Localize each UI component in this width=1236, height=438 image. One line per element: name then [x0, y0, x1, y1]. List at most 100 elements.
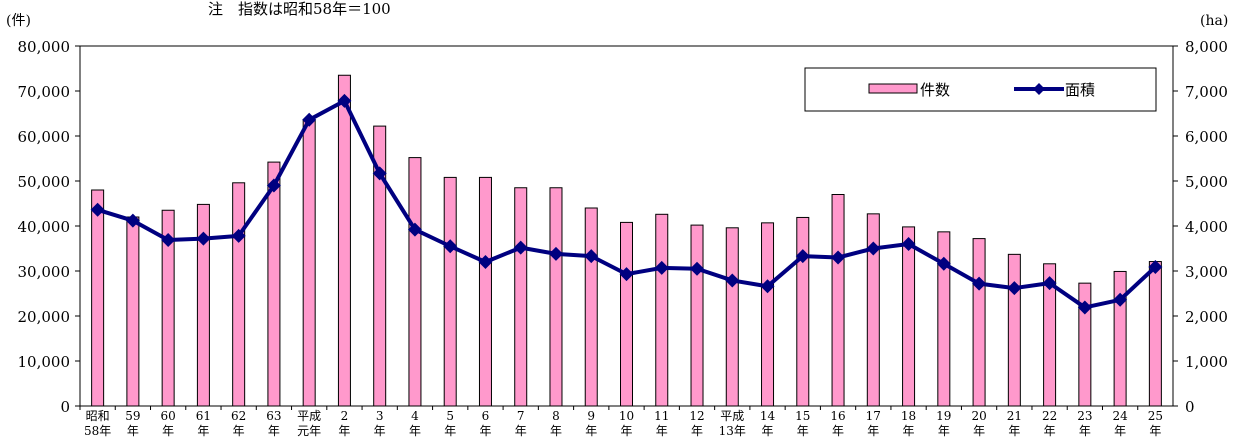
x-axis-label-line1: 60	[161, 409, 176, 423]
bar	[796, 216, 810, 407]
line-point	[654, 260, 669, 275]
bar	[761, 222, 775, 407]
x-axis-label-line2: 年	[444, 424, 456, 438]
x-axis-label-line2: 年	[867, 424, 879, 438]
x-axis-label-line1: 7	[517, 409, 525, 423]
left-axis-unit: (件)	[6, 13, 31, 29]
line-point	[231, 228, 246, 243]
x-axis-label-line2: 年	[1044, 424, 1056, 438]
x-axis-label-line1: 平成	[720, 409, 744, 423]
x-axis-label-line1: 15	[795, 409, 810, 423]
bar	[937, 231, 951, 407]
x-axis-label-line1: 14	[760, 409, 776, 423]
x-axis-label-line2: 年	[162, 424, 174, 438]
bar	[1148, 261, 1162, 407]
bar	[373, 125, 387, 407]
right-axis-tick-label: 4,000	[1185, 218, 1228, 236]
line-point	[478, 255, 493, 269]
x-axis-label-line2: 年	[585, 424, 597, 438]
line-point	[196, 231, 211, 246]
x-axis-label-line2: 年	[762, 424, 774, 438]
x-axis-label-line1: 2	[341, 409, 349, 423]
right-axis-tick-label: 5,000	[1185, 173, 1228, 191]
line-point	[266, 178, 281, 193]
x-axis-label-line1: 62	[231, 409, 246, 423]
x-axis-label-line2: 年	[127, 424, 139, 438]
line-point	[936, 256, 951, 271]
x-axis-label-line1: 10	[619, 409, 634, 423]
line-point	[125, 213, 140, 228]
x-axis-label-line2: 年	[1149, 424, 1161, 438]
x-axis-label-line1: 9	[587, 409, 595, 423]
x-axis-label-line1: 11	[654, 409, 669, 423]
line-point	[1113, 292, 1128, 307]
bar	[549, 187, 563, 407]
legend-bar-swatch	[868, 83, 918, 94]
x-axis-label-line2: 年	[233, 424, 245, 438]
x-axis-label-line1: 昭和	[86, 409, 110, 423]
left-axis-tick-label: 20,000	[18, 308, 71, 326]
x-axis-label-line2: 年	[691, 424, 703, 438]
bar	[267, 161, 281, 407]
line-point	[1148, 259, 1163, 274]
x-axis-label-line1: 61	[196, 409, 211, 423]
x-axis-label-line1: 59	[125, 409, 140, 423]
x-axis-label-line2: 年	[1008, 424, 1020, 438]
bar	[126, 216, 140, 407]
x-axis-label-line1: 23	[1077, 409, 1092, 423]
bar	[443, 176, 457, 407]
legend-line-label: 面積	[1065, 81, 1095, 99]
left-axis-tick-label: 30,000	[18, 263, 71, 281]
bar	[1007, 253, 1021, 407]
x-axis-label-line1: 4	[411, 409, 419, 423]
bar	[337, 74, 351, 407]
x-axis-label-line1: 24	[1112, 409, 1128, 423]
line-point	[972, 276, 987, 291]
line-point	[548, 246, 563, 261]
x-axis-label-line1: 25	[1148, 409, 1163, 423]
left-axis-tick-label: 50,000	[18, 173, 71, 191]
line-point	[690, 261, 705, 276]
bar	[902, 226, 916, 407]
left-axis-tick-label: 40,000	[18, 218, 71, 236]
x-axis-label-line2: 年	[973, 424, 985, 438]
x-axis-label-line1: 平成	[297, 409, 321, 423]
bar	[620, 221, 633, 407]
line-point	[407, 222, 422, 237]
right-axis-tick-label: 6,000	[1185, 128, 1228, 146]
bar	[196, 203, 210, 407]
x-axis-label-line1: 3	[376, 409, 384, 423]
x-axis-label-line1: 16	[830, 409, 845, 423]
right-axis-tick-label: 1,000	[1185, 353, 1228, 371]
bar	[1113, 270, 1127, 407]
x-axis-label-line2: 年	[197, 424, 209, 438]
bar	[584, 207, 598, 407]
line-point	[831, 250, 846, 265]
x-axis-label-line2: 年	[656, 424, 668, 438]
line-point	[760, 279, 775, 294]
right-axis-tick-label: 2,000	[1185, 308, 1228, 326]
legend: 件数 面積	[804, 67, 1157, 112]
line-point	[866, 241, 881, 256]
right-axis-tick-label: 7,000	[1185, 83, 1228, 101]
right-axis-tick-label: 3,000	[1185, 263, 1228, 281]
line-point	[1077, 300, 1092, 315]
bar	[972, 238, 986, 407]
x-axis-label-line1: 5	[446, 409, 454, 423]
x-axis-label-line2: 13年	[719, 424, 746, 438]
line-point	[372, 166, 387, 181]
x-axis-label-line1: 17	[866, 409, 881, 423]
left-axis-tick-label: 70,000	[18, 83, 71, 101]
line-point	[619, 267, 634, 282]
x-axis-label-line2: 年	[1114, 424, 1126, 438]
right-axis-tick-label: 0	[1185, 398, 1195, 416]
x-axis-label-line1: 12	[689, 409, 704, 423]
bar	[161, 209, 175, 407]
x-axis-label-line2: 年	[797, 424, 809, 438]
right-axis-tick-label: 8,000	[1185, 38, 1228, 56]
x-axis-label-line2: 年	[550, 424, 562, 438]
x-axis-label-line1: 19	[936, 409, 951, 423]
x-axis-label-line2: 元年	[297, 424, 321, 438]
bar	[725, 227, 739, 407]
x-axis-label-line1: 8	[552, 409, 560, 423]
